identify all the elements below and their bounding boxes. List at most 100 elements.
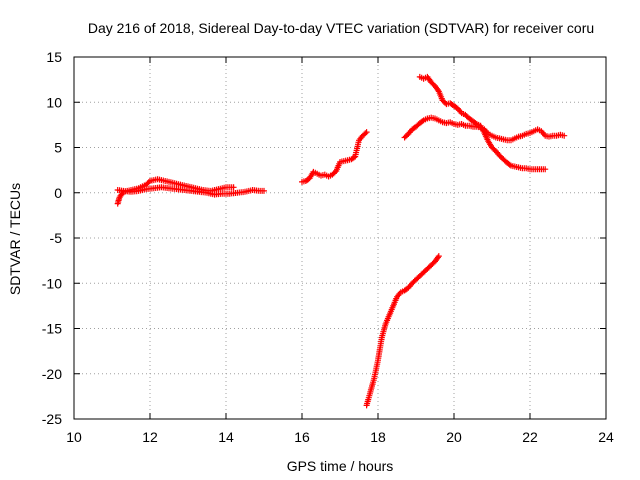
x-tick-label: 20 (446, 429, 462, 445)
data-point (439, 119, 448, 126)
data-point (458, 110, 467, 117)
data-point (356, 134, 365, 144)
data-point (504, 159, 513, 168)
data-point (394, 290, 403, 300)
data-point (333, 160, 343, 174)
data-point (451, 102, 460, 111)
x-tick-label: 18 (370, 429, 386, 445)
data-point (405, 127, 414, 137)
data-point (466, 122, 475, 130)
data-point (561, 132, 568, 139)
data-point (500, 136, 509, 143)
y-tick-label: 0 (54, 185, 62, 201)
series-arc-1b (114, 184, 267, 198)
data-point (454, 121, 463, 128)
data-point (477, 122, 487, 135)
data-point (416, 270, 426, 279)
data-point (242, 187, 254, 195)
data-point (409, 124, 418, 133)
data-point (492, 148, 502, 158)
data-point (557, 131, 566, 139)
data-point (420, 267, 430, 276)
data-point (485, 138, 494, 149)
y-tick-label: -25 (42, 411, 62, 427)
data-point (169, 179, 182, 188)
y-tick-label: 10 (46, 94, 62, 110)
data-point (382, 313, 392, 327)
data-point (511, 163, 520, 170)
data-point (359, 130, 369, 139)
data-point (367, 377, 377, 395)
data-point (143, 179, 152, 188)
data-point (375, 336, 385, 364)
data-point (473, 121, 482, 128)
data-point (492, 134, 501, 141)
data-point (416, 73, 425, 81)
data-point (390, 295, 400, 309)
y-tick-label: 5 (54, 140, 62, 156)
data-point (530, 127, 539, 135)
chart-title: Day 216 of 2018, Sidereal Day-to-day VTE… (88, 20, 594, 36)
data-point (428, 259, 437, 269)
data-point (386, 304, 396, 318)
data-point (523, 130, 532, 137)
x-tick-label: 14 (218, 429, 234, 445)
data-point (432, 83, 441, 93)
x-tick-label: 10 (66, 429, 82, 445)
data-point (401, 132, 411, 141)
data-point (230, 184, 237, 191)
data-point (553, 132, 562, 139)
data-point (363, 390, 373, 409)
data-point (234, 189, 247, 196)
series-arc-2 (299, 129, 370, 185)
data-point (458, 121, 467, 128)
data-point (500, 156, 509, 165)
data-point (329, 169, 338, 178)
data-point (508, 162, 516, 170)
data-point (325, 172, 334, 180)
data-point (542, 166, 549, 173)
data-point (489, 132, 497, 140)
data-point (504, 137, 513, 144)
data-point (378, 322, 389, 341)
data-point (344, 156, 353, 164)
data-point (114, 187, 125, 194)
data-point (538, 166, 547, 173)
data-point (462, 111, 471, 121)
data-point (527, 129, 535, 136)
data-point (546, 133, 554, 140)
series-arc-3 (363, 253, 442, 409)
data-point (485, 130, 494, 138)
x-axis-label: GPS time / hours (287, 458, 394, 474)
data-point (314, 170, 323, 178)
data-point (470, 123, 478, 130)
data-point (435, 253, 442, 260)
data-point (405, 281, 414, 291)
data-point (496, 152, 506, 162)
data-point (515, 164, 524, 171)
x-tick-label: 22 (522, 429, 538, 445)
y-tick-label: 15 (46, 49, 62, 65)
data-point (466, 115, 475, 124)
grid-lines (74, 57, 606, 419)
data-point (348, 154, 357, 163)
data-point (420, 74, 429, 82)
data-point (527, 166, 535, 173)
data-point (401, 285, 411, 294)
data-point (496, 135, 505, 142)
data-point (371, 359, 381, 382)
data-point (340, 157, 349, 165)
data-point (162, 178, 174, 186)
data-point (116, 190, 126, 201)
data-point (432, 115, 440, 123)
data-point (397, 288, 406, 296)
tick-labels: 10 12 14 16 18 20 22 24 15 10 5 0 -5 -10 -15 -20 -25 (42, 49, 614, 445)
data-point (321, 171, 330, 179)
data-point (299, 178, 307, 185)
series-arc-4b (416, 73, 549, 173)
data-point (454, 105, 464, 115)
data-point (462, 122, 471, 129)
data-point (261, 187, 267, 194)
data-point (447, 119, 456, 127)
axis-ticks (73, 56, 607, 420)
